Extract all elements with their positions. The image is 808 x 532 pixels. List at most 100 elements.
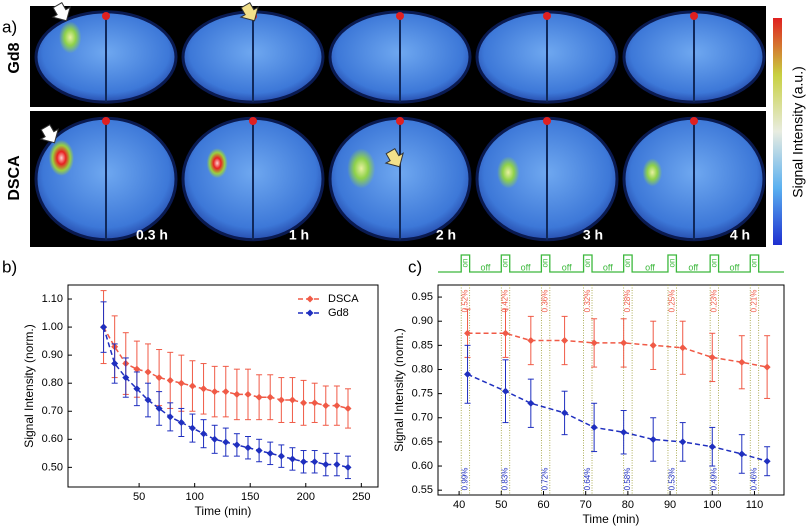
plot-frame — [67, 284, 379, 488]
legend-label: Gd8 — [328, 307, 349, 319]
data-point — [763, 457, 771, 465]
off-label: off — [729, 262, 739, 272]
data-point — [679, 438, 687, 446]
rate-annotation: 0.46% — [750, 468, 759, 491]
data-point — [464, 329, 472, 337]
injection-site — [396, 12, 404, 20]
data-point — [738, 450, 746, 458]
on-label: on — [709, 259, 718, 268]
y-tick-label: 0.70 — [412, 412, 433, 424]
data-point — [311, 399, 319, 407]
data-point — [155, 374, 163, 382]
data-point — [344, 404, 352, 412]
panel-label: b) — [2, 257, 17, 276]
data-point — [144, 396, 152, 404]
arrow — [239, 2, 259, 22]
y-tick-label: 0.55 — [412, 484, 433, 496]
data-point — [561, 337, 569, 345]
injection-site — [396, 117, 404, 125]
data-point — [144, 368, 152, 376]
data-point — [679, 344, 687, 352]
data-point — [464, 370, 472, 378]
off-label: off — [562, 262, 572, 272]
data-point — [708, 443, 716, 451]
series-line — [467, 373, 768, 462]
y-tick-label: 0.70 — [42, 405, 63, 417]
contrast-spot — [497, 156, 520, 189]
y-tick-label: 0.50 — [42, 461, 63, 473]
injection-site — [102, 117, 110, 125]
injection-site — [690, 117, 698, 125]
time-label: 2 h — [436, 227, 456, 243]
rate-annotation: 0.21% — [750, 290, 759, 313]
legend-marker — [306, 295, 314, 303]
data-point — [244, 444, 252, 452]
rate-annotation: 0.83% — [501, 468, 510, 491]
data-point — [188, 424, 196, 432]
data-point — [300, 458, 308, 466]
data-point — [300, 399, 308, 407]
legend-marker — [306, 309, 314, 317]
y-tick-label: 0.95 — [412, 291, 433, 303]
data-point — [344, 463, 352, 471]
contrast-spot — [48, 139, 74, 176]
data-point — [590, 423, 598, 431]
arrow — [39, 124, 59, 144]
y-tick-label: 1.00 — [42, 321, 63, 333]
x-tick-label: 70 — [580, 499, 592, 511]
x-tick-label: 80 — [622, 499, 634, 511]
data-point — [288, 396, 296, 404]
y-tick-label: 0.60 — [412, 460, 433, 472]
y-tick-label: 0.90 — [42, 349, 63, 361]
rate-annotation: 0.99% — [461, 468, 470, 491]
x-tick-label: 40 — [453, 499, 465, 511]
data-point — [620, 339, 628, 347]
data-point — [177, 418, 185, 426]
data-point — [590, 339, 598, 347]
y-tick-label: 0.80 — [42, 377, 63, 389]
y-tick-label: 0.85 — [412, 339, 433, 351]
x-tick-label: 200 — [297, 491, 315, 503]
y-tick-label: 0.65 — [412, 436, 433, 448]
time-label: 4 h — [730, 227, 750, 243]
data-point — [200, 430, 208, 438]
data-point — [255, 393, 263, 401]
arrow — [384, 148, 404, 168]
on-label: on — [667, 259, 676, 268]
rate-annotation: 0.25% — [667, 290, 676, 313]
y-tick-label: 0.90 — [412, 315, 433, 327]
off-label: off — [603, 262, 613, 272]
data-point — [155, 404, 163, 412]
series-line — [467, 332, 768, 368]
data-point — [177, 379, 185, 387]
data-point — [763, 363, 771, 371]
data-point — [527, 337, 535, 345]
off-label: off — [645, 262, 655, 272]
injection-site — [102, 12, 110, 20]
off-label: off — [688, 262, 698, 272]
rate-annotation: 0.49% — [709, 468, 718, 491]
data-point — [266, 393, 274, 401]
x-tick-label: 60 — [537, 499, 549, 511]
data-point — [288, 455, 296, 463]
data-point — [649, 435, 657, 443]
panel-label: a) — [2, 17, 17, 36]
data-point — [277, 452, 285, 460]
rate-annotation: 0.36% — [541, 290, 550, 313]
rate-annotation: 0.64% — [583, 468, 592, 491]
y-tick-label: 1.10 — [42, 293, 63, 305]
x-axis-title: Time (min) — [583, 512, 640, 526]
rate-annotation: 0.58% — [623, 468, 632, 491]
contrast-spot — [206, 148, 228, 179]
rate-annotation: 0.32% — [583, 290, 592, 313]
data-point — [266, 449, 274, 457]
data-point — [222, 438, 230, 446]
time-label: 1 h — [289, 227, 309, 243]
data-point — [133, 385, 141, 393]
data-point — [200, 385, 208, 393]
data-point — [708, 353, 716, 361]
y-tick-label: 0.60 — [42, 433, 63, 445]
row-separator — [30, 107, 766, 111]
arrow — [51, 2, 71, 22]
